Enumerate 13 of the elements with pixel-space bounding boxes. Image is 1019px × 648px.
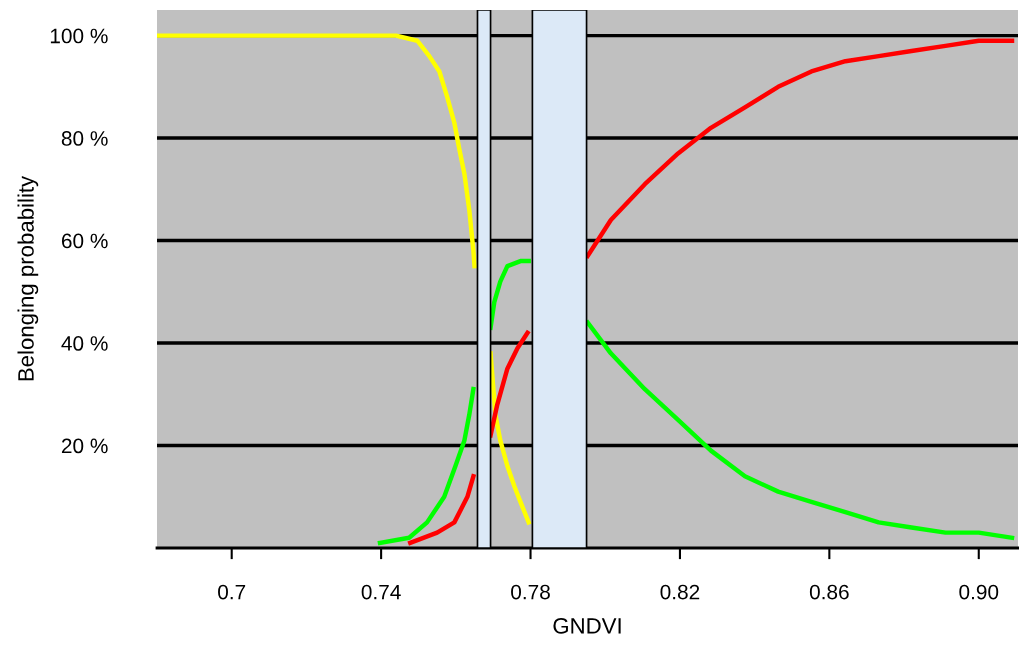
y-tick-label: 60 % [61,233,108,249]
y-tick-label: 100 % [50,28,108,44]
x-tick-label: 0.78 [511,584,550,600]
y-tick-label: 40 % [61,336,108,351]
y-tick-label: 20 % [61,438,108,454]
y-tick-label: 80 % [61,131,108,146]
x-tick-label: 0.86 [809,584,849,600]
x-tick-label: 0.90 [959,584,999,600]
x-tick-label: 0.7 [218,584,246,600]
x-tick-label: 0.82 [660,584,700,600]
y-axis-title: Belonging probability [17,175,39,381]
x-tick-label: 0.74 [361,584,401,600]
x-axis-title: GNDVI [553,618,621,634]
